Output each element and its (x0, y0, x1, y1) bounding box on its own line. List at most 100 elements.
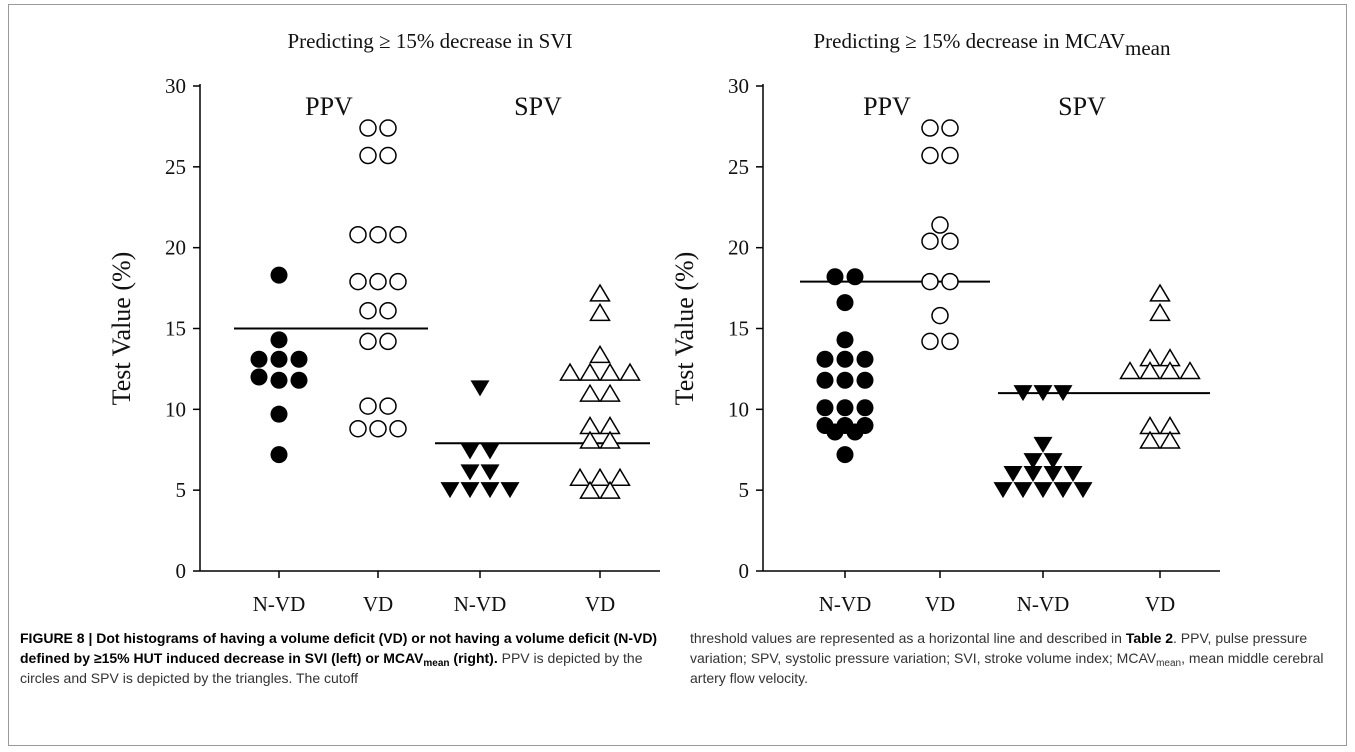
data-point (1043, 466, 1063, 482)
y-tick-label: 15 (165, 317, 186, 341)
data-point (1179, 361, 1201, 380)
data-point (816, 371, 834, 389)
data-point (349, 225, 367, 244)
figure-caption-label: FIGURE 8 | Dot histograms of having a vo… (20, 630, 658, 669)
data-point (470, 380, 490, 397)
figure-caption-body-1-cont: threshold values are represented as a ho… (690, 630, 1126, 646)
y-tick-label: 20 (165, 236, 186, 260)
data-point (379, 146, 397, 165)
figure-caption-body-3: , mean middle cerebral artery flow veloc… (690, 650, 1324, 686)
data-point (379, 119, 397, 137)
data-point (379, 332, 397, 351)
data-point (836, 331, 854, 349)
data-point (480, 443, 500, 460)
data-point (1149, 283, 1171, 302)
data-point (270, 371, 288, 389)
data-point (1043, 453, 1063, 470)
y-tick-label: 25 (728, 155, 749, 179)
data-point (836, 446, 854, 464)
data-point (359, 332, 377, 351)
data-point (349, 272, 367, 291)
data-point (1033, 482, 1053, 499)
data-point (921, 332, 939, 351)
data-point (1149, 302, 1171, 322)
chart-title: Predicting ≥ 15% decrease in MCAVmean (814, 29, 1171, 60)
data-point (290, 371, 308, 389)
y-tick-label: 5 (739, 478, 750, 502)
data-point (846, 423, 864, 441)
chart-title: Predicting ≥ 15% decrease in SVI (287, 29, 572, 53)
data-point (1053, 482, 1073, 499)
chart-right: Predicting ≥ 15% decrease in MCAVmean 0 5 1… (670, 29, 1220, 616)
data-point (1063, 466, 1083, 482)
x-tick-label: N-VD (819, 592, 872, 616)
x-tick-label: N-VD (1017, 592, 1070, 616)
x-tick-label: N-VD (454, 592, 507, 616)
chart-title-text: Predicting ≥ 15% decrease in SVI (287, 29, 572, 53)
data-point (836, 294, 854, 312)
data-point (250, 368, 268, 386)
data-point (359, 397, 377, 415)
data-point (1033, 385, 1053, 402)
figure-caption-body-2: . PPV, pulse pressure variation; SPV, sy… (690, 630, 1308, 666)
figure-caption-left: FIGURE 8 | Dot histograms of having a vo… (20, 628, 675, 688)
data-point (1013, 385, 1033, 402)
y-tick-label: 10 (165, 397, 186, 421)
chart-title-sub: mean (1125, 36, 1171, 60)
x-tick-label: VD (363, 592, 393, 616)
data-point (369, 419, 387, 438)
data-point (559, 362, 581, 381)
data-point (921, 146, 939, 165)
data-point (1033, 436, 1053, 453)
data-point (579, 430, 601, 449)
data-point (609, 467, 631, 486)
data-point (1119, 361, 1141, 380)
data-point (389, 419, 407, 438)
data-point (290, 350, 308, 368)
data-point (599, 480, 621, 499)
y-tick-label: 15 (728, 317, 749, 341)
x-tick-label: VD (585, 592, 615, 616)
data-point (460, 464, 480, 481)
x-tick-label: N-VD (253, 592, 306, 616)
data-point (379, 301, 397, 320)
data-point (569, 467, 591, 486)
y-axis-label: Test Value (%) (107, 252, 136, 406)
data-point (846, 268, 864, 286)
y-tick-label: 25 (165, 155, 186, 179)
data-point (369, 272, 387, 291)
y-tick-label: 30 (728, 74, 749, 98)
data-point (856, 350, 874, 368)
data-point (1023, 453, 1043, 470)
data-point (941, 332, 959, 351)
data-point (816, 399, 834, 417)
data-point (826, 423, 844, 441)
data-point (589, 344, 611, 364)
data-point (589, 302, 611, 322)
data-point (921, 232, 939, 250)
x-tick-label: VD (1145, 592, 1175, 616)
data-point (579, 480, 601, 499)
data-point (856, 371, 874, 389)
data-point (1013, 482, 1033, 499)
data-point (359, 301, 377, 320)
figure-caption-body-1: PPV is depicted by the circles and SPV i… (20, 650, 643, 686)
data-point (993, 482, 1013, 499)
data-point (856, 399, 874, 417)
data-point (359, 146, 377, 165)
chart-left: Predicting ≥ 15% decrease in SVI 0 5 10 15 20… (107, 29, 660, 616)
data-point (359, 119, 377, 137)
group-label: PPV (863, 92, 911, 121)
data-point (941, 146, 959, 165)
data-point (589, 467, 611, 486)
figure-caption-right: threshold values are represented as a ho… (690, 630, 1324, 686)
data-point (480, 464, 500, 481)
data-point (250, 350, 268, 368)
data-point (1003, 466, 1023, 482)
group-label: SPV (1058, 92, 1106, 121)
group-label: PPV (305, 92, 353, 121)
data-point (941, 272, 959, 291)
data-point (270, 350, 288, 368)
data-point (941, 119, 959, 137)
